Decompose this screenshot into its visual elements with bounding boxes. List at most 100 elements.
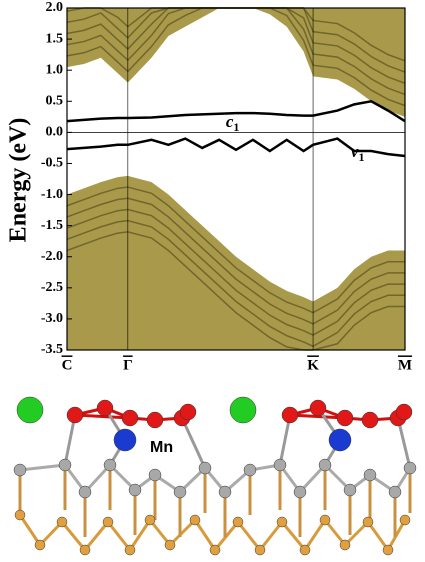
- bond: [168, 518, 197, 547]
- y-tick-label: -2.5: [41, 280, 63, 295]
- atom-label: Mn: [150, 439, 173, 456]
- bond: [128, 519, 152, 551]
- si-atom: [276, 516, 288, 528]
- o-atom: [146, 411, 164, 429]
- o-atom: [281, 406, 299, 424]
- cl-atom: [16, 396, 44, 424]
- band-texture: [66, 231, 405, 351]
- bond: [180, 417, 207, 469]
- c-atom: [58, 458, 72, 472]
- surface-band: [66, 137, 406, 158]
- si-atom: [124, 544, 136, 556]
- si-atom: [164, 539, 176, 551]
- bond: [236, 521, 262, 551]
- bond: [193, 519, 217, 551]
- y-tick-label: 1.5: [46, 31, 64, 46]
- bond: [278, 414, 292, 466]
- si-atom: [254, 544, 266, 556]
- c-atom: [173, 485, 187, 499]
- plot-frame: [66, 7, 406, 351]
- c-atom: [198, 461, 212, 475]
- band-texture: [66, 219, 405, 348]
- c-atom: [78, 485, 92, 499]
- bond: [396, 417, 412, 469]
- bond: [289, 413, 346, 420]
- x-tick-label: C: [62, 357, 73, 373]
- c-atom: [128, 483, 142, 497]
- c-atom: [388, 485, 402, 499]
- bond: [74, 413, 131, 420]
- bond: [106, 521, 132, 551]
- o-atom: [361, 411, 379, 429]
- y-tick-label: -0.5: [41, 156, 63, 171]
- si-atom: [189, 514, 201, 526]
- si-atom: [14, 509, 26, 521]
- band-texture: [66, 208, 405, 336]
- c-atom: [273, 458, 287, 472]
- c-atom: [343, 483, 357, 497]
- y-tick-label: -1.0: [41, 187, 63, 202]
- annotation-text: c: [226, 112, 234, 131]
- c-atom: [293, 485, 307, 499]
- y-tick-label: 0.0: [46, 125, 64, 140]
- bond: [366, 521, 390, 551]
- x-tick-label: Γ: [123, 357, 133, 373]
- si-atom: [56, 516, 68, 528]
- bond: [323, 519, 347, 546]
- bond: [343, 520, 370, 547]
- y-tick-label: 2.0: [46, 0, 64, 15]
- bond: [83, 521, 110, 551]
- band-texture: [66, 186, 405, 314]
- annotation-subscript: 1: [233, 120, 239, 134]
- o-atom: [336, 409, 354, 427]
- bond: [148, 519, 172, 546]
- si-atom: [399, 514, 411, 526]
- y-tick-label: -3.0: [41, 311, 63, 326]
- atomic-structure: [13, 396, 417, 556]
- si-atom: [144, 514, 156, 526]
- o-atom: [121, 409, 139, 427]
- c-atom: [103, 458, 117, 472]
- c-atom: [318, 458, 332, 472]
- band-texture: [66, 197, 405, 325]
- band-annotation: c1: [226, 112, 240, 134]
- c-atom: [403, 461, 417, 475]
- bond: [60, 521, 87, 551]
- bond: [303, 519, 327, 551]
- si-atom: [209, 544, 221, 556]
- mn-atom: [328, 428, 352, 452]
- bond: [38, 520, 64, 547]
- band-annotation: v1: [351, 142, 365, 164]
- si-atom: [362, 516, 374, 528]
- y-tick-label: -3.5: [41, 342, 63, 357]
- si-atom: [79, 544, 91, 556]
- annotation-subscript: 1: [358, 150, 364, 164]
- o-atom: [66, 406, 84, 424]
- y-tick-label: -1.5: [41, 218, 63, 233]
- bond: [258, 521, 284, 551]
- si-atom: [102, 516, 114, 528]
- c-atom: [363, 468, 377, 482]
- c-atom: [13, 463, 27, 477]
- bond: [18, 514, 42, 546]
- y-axis-label: Energy (eV): [6, 118, 32, 243]
- si-atom: [319, 514, 331, 526]
- o-atom: [96, 399, 114, 417]
- si-atom: [34, 539, 46, 551]
- o-atom: [395, 403, 413, 421]
- y-tick-label: 1.0: [46, 62, 64, 77]
- mn-atom: [113, 428, 137, 452]
- y-tick-label: -2.0: [41, 249, 63, 264]
- y-tick-label: 0.5: [46, 93, 64, 108]
- bond: [63, 414, 77, 466]
- c-atom: [148, 468, 162, 482]
- si-atom: [299, 544, 311, 556]
- x-tick-label: K: [307, 357, 319, 373]
- bond: [19, 463, 66, 472]
- x-tick-label: M: [398, 357, 412, 373]
- o-atom: [179, 403, 197, 421]
- c-atom: [243, 463, 257, 477]
- projected-band: [67, 175, 405, 350]
- annotation-text: v: [351, 142, 359, 161]
